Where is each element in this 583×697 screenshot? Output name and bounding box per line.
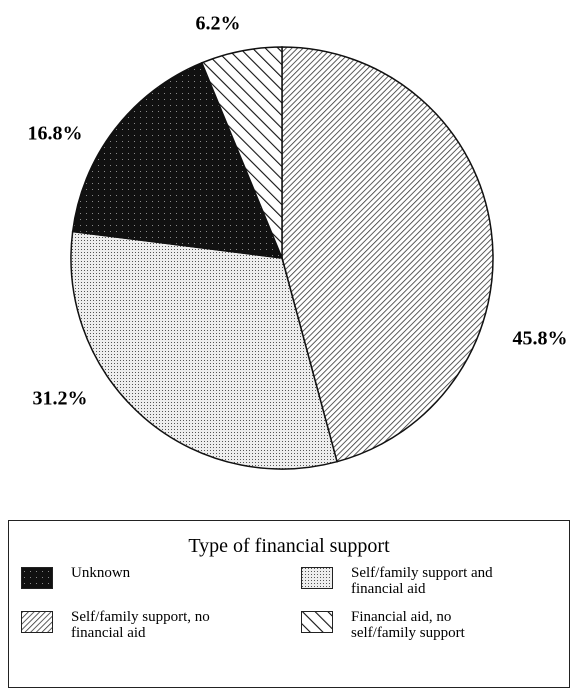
slice-label: 16.8% xyxy=(28,123,83,145)
legend-swatch xyxy=(301,567,333,589)
swatch-fill xyxy=(22,568,52,588)
slice-label: 31.2% xyxy=(33,388,88,410)
slice-label: 6.2% xyxy=(196,13,241,35)
legend: Type of financial support Self/family su… xyxy=(8,520,570,688)
pie-slice xyxy=(200,46,283,259)
pie-slice xyxy=(281,46,494,463)
pie-slice xyxy=(71,61,284,259)
chart: 45.8% 31.2% 16.8% 6.2% xyxy=(28,13,568,470)
legend-label: Self/family support and financial aid xyxy=(351,565,493,597)
legend-swatch xyxy=(301,611,333,633)
swatch-fill xyxy=(302,612,332,632)
swatch-fill xyxy=(22,612,52,632)
legend-title: Type of financial support xyxy=(188,535,390,557)
legend-swatch xyxy=(21,611,53,633)
legend-swatch xyxy=(21,567,53,589)
swatch-fill xyxy=(302,568,332,588)
legend-label: Unknown xyxy=(71,565,131,581)
pie-slice xyxy=(70,230,338,470)
slice-label: 45.8% xyxy=(513,328,568,350)
legend-label: Financial aid, no self/family support xyxy=(351,609,465,641)
legend-label: Self/family support, no financial aid xyxy=(71,609,210,641)
